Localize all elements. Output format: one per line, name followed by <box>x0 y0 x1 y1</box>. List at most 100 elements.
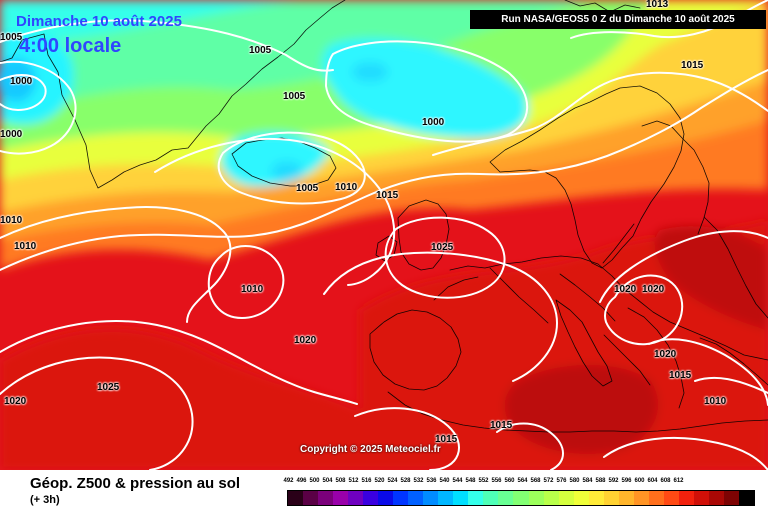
legend-swatch-584 <box>633 491 649 505</box>
isobar-label-1000: 1000 <box>10 76 33 87</box>
legend-swatch-492 <box>288 491 304 505</box>
z500-band-light-green <box>0 0 590 115</box>
high-dark-red-east <box>654 226 768 330</box>
legend-swatch-520 <box>393 491 409 505</box>
weather-map <box>0 0 768 470</box>
product-title: Géop. Z500 & pression au sol <box>30 475 241 492</box>
legend-label-592: 592 <box>608 478 619 484</box>
legend-swatch-604 <box>708 491 724 505</box>
legend-swatch-568 <box>573 491 589 505</box>
legend-swatch-564 <box>558 491 574 505</box>
z500-core-blue-west <box>271 161 303 181</box>
z500-core-blue <box>352 62 388 82</box>
legend-label-532: 532 <box>413 478 424 484</box>
model-run-label: Run NASA/GEOS5 0 Z du Dimanche 10 août 2… <box>470 10 766 29</box>
legend-swatch-524 <box>408 491 424 505</box>
legend-swatch-532 <box>438 491 454 505</box>
isobar-label-1005: 1005 <box>249 45 272 56</box>
legend-label-596: 596 <box>621 478 632 484</box>
border-germany <box>489 267 549 324</box>
legend-swatch-528 <box>423 491 439 505</box>
legend-swatch-536 <box>453 491 469 505</box>
legend-label-536: 536 <box>426 478 437 484</box>
border-balkans <box>603 334 651 386</box>
legend-label-572: 572 <box>543 478 554 484</box>
legend-label-600: 600 <box>634 478 645 484</box>
scale-labels: 492 496 500 504 508 512 516 520 524 528 532 536 540 5… <box>282 478 750 484</box>
isobar-label-1005: 1005 <box>0 32 23 43</box>
isobar-1010-atlantic <box>0 206 232 323</box>
isobar-label-1005: 1005 <box>283 91 306 102</box>
isobar-label-1010: 1010 <box>14 241 37 252</box>
z500-core-blue-upper-left <box>0 58 36 102</box>
isobar-1020-africa <box>603 436 768 470</box>
eastern-europe-coast <box>699 337 768 386</box>
legend-label-516: 516 <box>361 478 372 484</box>
legend-label-524: 524 <box>387 478 398 484</box>
legend-swatch-548 <box>498 491 514 505</box>
legend-label-528: 528 <box>400 478 411 484</box>
border-poland <box>559 273 616 322</box>
legend-label-520: 520 <box>374 478 385 484</box>
legend-label-548: 548 <box>465 478 476 484</box>
scandinavia-coast <box>489 85 685 269</box>
svalbard-coast <box>564 0 641 13</box>
legend-label-580: 580 <box>569 478 580 484</box>
high-red-core <box>360 220 768 470</box>
iberia-coast <box>369 309 462 391</box>
isobar-label-1005: 1005 <box>296 183 319 194</box>
legend-label-504: 504 <box>322 478 333 484</box>
isobar-label-1015: 1015 <box>376 190 399 201</box>
legend-label-576: 576 <box>556 478 567 484</box>
isobar-label-1010: 1010 <box>0 215 23 226</box>
isobar-label-1015: 1015 <box>435 434 458 445</box>
high-red-south <box>0 328 360 470</box>
legend-label-564: 564 <box>517 478 528 484</box>
time-title: 4:00 locale <box>19 35 122 57</box>
copyright-label: Copyright © 2025 Meteociel.fr <box>300 444 441 455</box>
isobar-1005-upper-left <box>0 60 77 155</box>
legend-label-552: 552 <box>478 478 489 484</box>
legend-swatch-500 <box>318 491 334 505</box>
isobar-1015-northeast <box>570 0 768 39</box>
isobar-1020-southwest <box>0 320 358 405</box>
forecast-step: (+ 3h) <box>30 494 60 506</box>
legend-label-608: 608 <box>660 478 671 484</box>
border-france <box>433 276 479 301</box>
legend-swatch-596 <box>678 491 694 505</box>
isobar-1015-central <box>0 69 768 271</box>
date-title: Dimanche 10 août 2025 <box>16 13 182 30</box>
legend-swatch-572 <box>588 491 604 505</box>
legend-swatch-588 <box>648 491 664 505</box>
isobar-1010-south-east <box>694 376 768 394</box>
isobar-label-1000: 1000 <box>0 129 23 140</box>
finland-coast <box>641 120 710 235</box>
isobar-label-1015: 1015 <box>669 370 692 381</box>
balkans-coast <box>627 307 685 409</box>
russia-border <box>703 216 768 319</box>
legend-swatch-556 <box>528 491 544 505</box>
isobar-1015-east <box>648 338 768 406</box>
legend-swatch-608 <box>723 491 739 505</box>
legend-swatch-516 <box>378 491 394 505</box>
isobar-label-1000: 1000 <box>422 117 445 128</box>
legend-swatch-580 <box>618 491 634 505</box>
legend-swatch-600 <box>693 491 709 505</box>
isobar-1015-mediterranean <box>354 407 460 470</box>
isobar-1020-bay <box>323 251 558 382</box>
legend-label-568: 568 <box>530 478 541 484</box>
isobar-label-1010: 1010 <box>335 182 358 193</box>
isobar-1005-north <box>0 19 334 72</box>
legend-swatch-496 <box>303 491 319 505</box>
legend-swatch-504 <box>333 491 349 505</box>
isobar-label-1015: 1015 <box>490 420 513 431</box>
legend-swatch-540 <box>468 491 484 505</box>
isobar-label-1013: 1013 <box>646 0 669 10</box>
isobar-label-1020: 1020 <box>642 284 665 295</box>
legend-label-612: 612 <box>673 478 684 484</box>
legend-label-512: 512 <box>348 478 359 484</box>
legend-swatch-576 <box>603 491 619 505</box>
isobar-1005-loop-center <box>325 40 529 143</box>
legend-swatch-544 <box>483 491 499 505</box>
